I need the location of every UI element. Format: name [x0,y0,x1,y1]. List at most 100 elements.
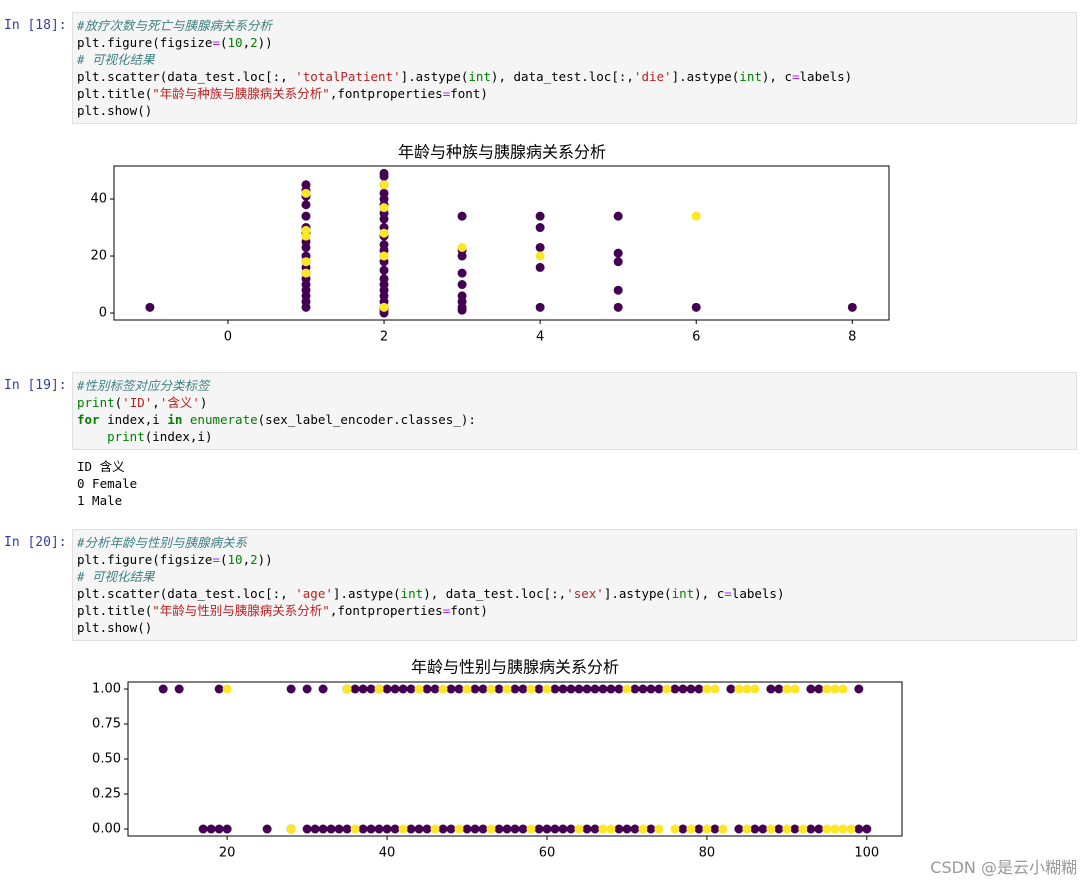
point [379,180,389,190]
point [613,211,623,221]
point [622,684,632,694]
point [478,684,488,694]
point [446,684,456,694]
point [854,824,864,834]
point [670,684,680,694]
point [702,824,712,834]
x-tick-label: 6 [692,330,700,345]
point [318,684,328,694]
output: ID 含义 0 Female 1 Male [77,458,137,509]
point [798,824,808,834]
point [406,824,416,834]
y-tick-label: 1.00 [92,682,121,697]
y-tick-label: 0.25 [92,787,121,802]
point [638,824,648,834]
point [457,242,467,252]
point [286,824,296,834]
point [566,824,576,834]
point [301,200,311,210]
point [838,824,848,834]
point [710,824,720,834]
point [750,684,760,694]
point [422,684,432,694]
point [457,280,467,290]
point [502,684,512,694]
point [678,824,688,834]
prompt: In [18]: [4,18,67,33]
point [590,824,600,834]
point [534,684,544,694]
point [558,824,568,834]
y-tick-label: 20 [90,249,107,264]
point [406,684,416,694]
point [302,684,312,694]
point [694,684,704,694]
x-tick-label: 20 [219,846,236,861]
point [691,211,701,221]
point [774,684,784,694]
point [518,684,528,694]
point [830,824,840,834]
point [613,285,623,295]
point [301,211,311,221]
point [782,684,792,694]
point [613,248,623,258]
point [526,684,536,694]
point [379,203,389,213]
point [630,824,640,834]
point [535,262,545,272]
point [374,824,384,834]
point [734,824,744,834]
point [582,684,592,694]
point [847,302,857,312]
output-line: 1 Male [77,493,123,508]
code-line: plt.title("年龄与种族与胰腺病关系分析",fontproperties… [77,86,488,101]
point [542,684,552,694]
point [686,824,696,834]
point [301,257,311,267]
point [606,684,616,694]
point [454,824,464,834]
code-cell: #分析年龄与性别与胰腺病关系 plt.figure(figsize=(10,2))… [72,529,1077,641]
code-line: # 可视化结果 [77,52,155,67]
watermark: CSDN @是云小糊糊 [930,858,1077,877]
point [534,824,544,834]
point [510,684,520,694]
point [790,684,800,694]
point [646,684,656,694]
point [174,684,184,694]
point [379,302,389,312]
point [662,684,672,694]
point [379,240,389,250]
point [750,824,760,834]
point [782,824,792,834]
point [286,684,296,694]
chart-title: 年龄与性别与胰腺病关系分析 [411,658,619,677]
point [654,824,664,834]
point [358,684,368,694]
point [838,684,848,694]
code-line: #性别标签对应分类标签 [77,378,210,393]
point [358,824,368,834]
point [686,684,696,694]
point [630,684,640,694]
point [301,268,311,278]
point [382,824,392,834]
y-tick-label: 0.00 [92,822,121,837]
point [718,824,728,834]
point [301,225,311,235]
output-line: ID 含义 [77,459,125,474]
axes-frame [127,681,903,837]
point [326,824,336,834]
x-tick-label: 8 [848,330,856,345]
point [502,824,512,834]
point [535,242,545,252]
point [558,684,568,694]
point [478,824,488,834]
point [790,824,800,834]
point [535,211,545,221]
code-line: print(index,i) [107,429,213,444]
point [542,824,552,834]
point [582,824,592,834]
